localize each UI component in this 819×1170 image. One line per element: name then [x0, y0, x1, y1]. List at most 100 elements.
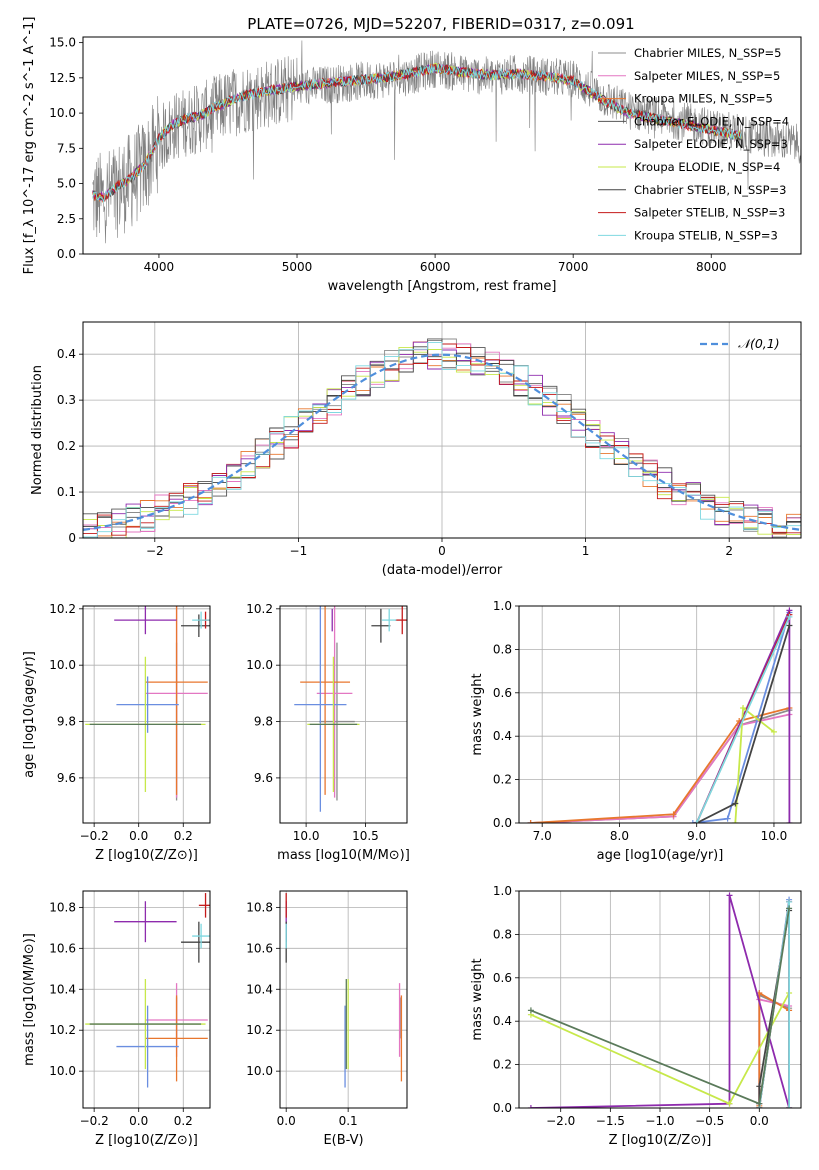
panel-mass_vs_ebv: 0.0 0.1 10.0 10.2 10.4 10.6 10.8 E(B-V)	[246, 890, 408, 1148]
plot-area-age_vs_mass	[294, 606, 407, 812]
spectrum-legend: Chabrier MILES, N_SSP=5 Salpeter MILES, N…	[598, 46, 789, 242]
weight-line	[530, 713, 790, 823]
errorbar-point	[395, 606, 407, 635]
weight-marker	[756, 1100, 763, 1107]
errorbar-point	[181, 614, 210, 637]
errorbar-point	[198, 893, 210, 918]
axes-frame	[82, 890, 211, 1109]
legend-label: Salpeter ELODIE, N_SSP=3	[634, 137, 788, 151]
y-axis-label: mass weight	[470, 673, 485, 755]
y-axis-label: mass weight	[470, 958, 485, 1040]
y-tick-label: 10.4	[49, 982, 76, 996]
y-tick-label: 0.6	[493, 686, 512, 700]
weight-series-kroupa-stelib	[693, 613, 793, 823]
x-axis-label: Z [log10(Z/Z⊙)]	[609, 1133, 712, 1148]
weight-series-kroupa-elodie	[527, 905, 793, 1107]
weight-marker	[726, 892, 733, 899]
y-tick-label: 0.2	[57, 439, 76, 453]
plot-area-mass_vs_Z	[85, 893, 210, 1088]
y-tick-label: 10.0	[49, 106, 76, 120]
x-tick-label: 10.0	[761, 829, 788, 843]
y-tick-label: 9.6	[57, 771, 76, 785]
x-tick-label: 0.2	[174, 1114, 193, 1128]
x-tick-label: 4000	[144, 260, 175, 274]
weight-marker	[786, 1105, 793, 1108]
y-tick-label: 9.6	[254, 771, 273, 785]
errorbar-point	[382, 608, 397, 632]
x-tick-label: 9.0	[687, 829, 706, 843]
panel-age_vs_mass: 10.0 10.5 9.6 9.8 10.0 10.2 mass [log10(M/M⊙)]	[246, 602, 410, 863]
errorbar-point	[371, 608, 391, 643]
x-axis-label: wavelength [Angstrom, rest frame]	[328, 279, 557, 294]
y-tick-label: 10.0	[49, 658, 76, 672]
axes-frame	[279, 890, 408, 1109]
normal-curve	[83, 353, 801, 531]
x-axis-label: Z [log10(Z/Z⊙)]	[95, 848, 198, 863]
y-tick-label: 0.4	[493, 729, 512, 743]
errorbar-point	[300, 606, 351, 795]
plot-area-mass_vs_ebv	[285, 893, 403, 1088]
y-tick-label: 10.0	[49, 1064, 76, 1078]
y-tick-label: 0.0	[493, 816, 512, 830]
y-tick-label: 0.2	[493, 773, 512, 787]
model-line-salpeter-stelib	[92, 63, 742, 202]
x-tick-label: 8000	[696, 260, 727, 274]
y-tick-label: 5.0	[57, 177, 76, 191]
axes-frame	[279, 605, 408, 824]
weight-marker	[786, 622, 793, 629]
weight-marker	[527, 1007, 534, 1014]
x-tick-label: 7.0	[533, 829, 552, 843]
errorbar-point	[192, 611, 210, 629]
errorbar-point	[316, 606, 353, 798]
x-tick-label: −2.0	[546, 1114, 575, 1128]
x-tick-label: −0.2	[80, 829, 109, 843]
weight-line	[530, 707, 790, 823]
legend-label: Salpeter STELIB, N_SSP=3	[634, 206, 785, 220]
legend-label: Chabrier ELODIE, N_SSP=4	[634, 114, 789, 128]
weight-line	[530, 895, 790, 1108]
plot-area-age_vs_Z	[85, 606, 210, 801]
weight-marker	[689, 820, 696, 823]
x-axis-label: Z [log10(Z/Z⊙)]	[95, 1133, 198, 1148]
x-tick-label: 0.1	[339, 1114, 358, 1128]
legend-label: Chabrier MILES, N_SSP=5	[634, 46, 781, 60]
legend-label: 𝒩(0,1)	[738, 336, 780, 351]
x-tick-label: 0.0	[750, 1114, 769, 1128]
axes-frame	[82, 321, 802, 539]
y-tick-label: 10.8	[246, 900, 273, 914]
y-tick-label: 15.0	[49, 36, 76, 50]
axes-frame	[518, 890, 802, 1109]
y-tick-label: 10.2	[246, 602, 273, 616]
x-tick-label: 0.2	[174, 829, 193, 843]
errorbar-point	[181, 921, 210, 963]
y-tick-label: 0.0	[493, 1101, 512, 1115]
weight-marker	[770, 728, 777, 735]
weight-marker	[786, 898, 793, 905]
y-tick-label: 0.3	[57, 393, 76, 407]
x-tick-label: 1	[582, 544, 590, 558]
errorbar-point	[114, 606, 177, 635]
weight-marker	[670, 811, 677, 818]
y-tick-label: 0.2	[493, 1058, 512, 1072]
weight-marker	[732, 800, 739, 807]
y-tick-label: 12.5	[49, 71, 76, 85]
x-tick-label: 5000	[282, 260, 313, 274]
errorbar-point	[145, 606, 208, 795]
y-tick-label: 0	[68, 531, 76, 545]
axes-frame	[82, 36, 802, 255]
plot-area-residuals	[83, 338, 801, 538]
y-tick-label: 10.0	[246, 658, 273, 672]
weight-line	[695, 616, 791, 823]
weight-marker	[732, 820, 739, 823]
y-axis-label: Normed distribution	[30, 365, 45, 495]
panel-weight_vs_age: 7.0 8.0 9.0 10.0 0.0 0.2 0.4 0.6 0.8 1.0 age [log1…	[470, 599, 802, 863]
y-tick-label: 10.6	[246, 941, 273, 955]
weight-series-chabrier-miles	[527, 707, 793, 823]
weight-marker	[726, 1100, 733, 1107]
x-tick-label: 0.0	[129, 829, 148, 843]
plot-area-weight_vs_Z	[527, 892, 793, 1108]
panel-weight_vs_Z: −2.0 −1.5 −1.0 −0.5 0.0 0.0 0.2 0.4 0.6 0.8 1.0 Z […	[470, 884, 802, 1148]
weight-marker	[527, 820, 534, 823]
y-tick-label: 0.8	[493, 642, 512, 656]
plot-area-weight_vs_age	[527, 607, 793, 823]
